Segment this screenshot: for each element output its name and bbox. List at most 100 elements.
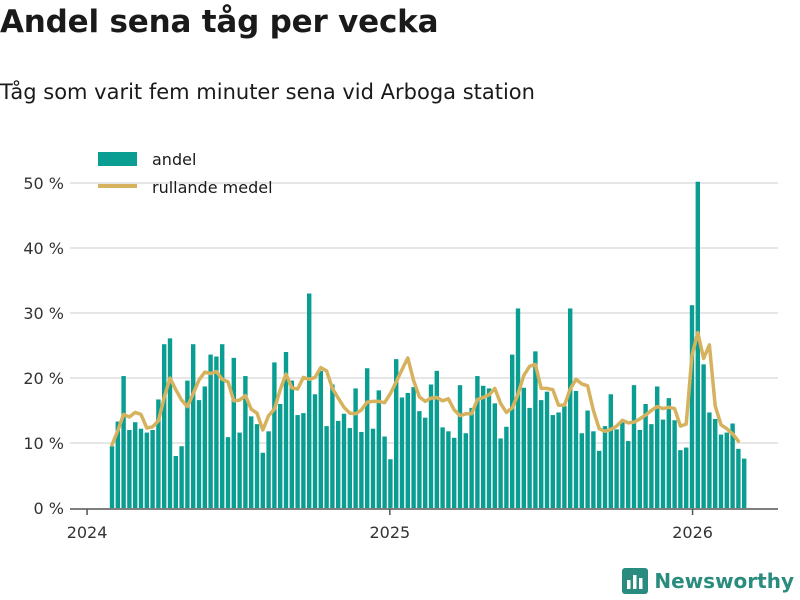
bar-andel — [440, 427, 445, 508]
bar-andel — [666, 398, 671, 508]
bar-andel — [347, 428, 352, 508]
bar-andel — [376, 390, 381, 508]
bar-andel — [196, 400, 202, 508]
bar-andel — [527, 407, 532, 508]
bar-andel — [370, 428, 376, 508]
bar-andel — [353, 388, 358, 508]
bar-andel — [544, 391, 550, 508]
bar-andel — [597, 450, 602, 508]
x-tick-label: 2024 — [67, 523, 108, 542]
y-tick-label: 10 % — [23, 434, 64, 453]
x-tick-label: 2025 — [369, 523, 410, 542]
bar-andel — [382, 436, 387, 508]
line-series-rullande-medel — [110, 330, 741, 447]
bar-andel — [736, 448, 741, 508]
legend-label-andel: andel — [152, 150, 196, 169]
bar-andel — [399, 397, 405, 508]
bar-andel — [481, 385, 486, 508]
bar-andel — [562, 405, 567, 508]
bar-andel — [614, 429, 619, 508]
bar-andel — [127, 430, 132, 508]
bar-andel — [324, 426, 329, 508]
chart-subtitle: Tåg som varit fem minuter sena vid Arbog… — [0, 80, 535, 104]
bar-andel — [486, 388, 492, 508]
bar-andel — [365, 368, 370, 508]
bar-andel — [144, 432, 149, 508]
bar-andel — [191, 344, 196, 508]
bar-andel — [608, 394, 613, 508]
bar-andel — [701, 364, 706, 508]
y-tick-label: 20 % — [23, 369, 64, 388]
legend-label-rullande-medel: rullande medel — [152, 178, 273, 197]
bar-andel — [504, 426, 509, 508]
bar-andel — [510, 354, 515, 508]
bar-andel — [643, 404, 648, 508]
bar-andel — [579, 433, 584, 508]
bar-andel — [394, 359, 399, 508]
bar-andel — [573, 391, 579, 508]
bar-andel — [428, 384, 434, 508]
bar-andel — [260, 452, 265, 508]
bar-andel — [637, 430, 642, 508]
bar-andel — [312, 394, 318, 508]
bar-andel — [254, 424, 260, 508]
newsworthy-logo-icon — [622, 568, 649, 594]
y-tick-label: 50 % — [23, 174, 64, 193]
bar-andel — [330, 384, 335, 508]
bar-andel — [115, 421, 120, 508]
bar-andel — [533, 351, 538, 508]
bar-andel — [318, 370, 323, 508]
bar-andel — [672, 420, 677, 508]
bar-andel — [602, 426, 608, 508]
bar-andel — [742, 458, 747, 508]
bar-andel — [167, 338, 173, 508]
bar-andel — [469, 407, 474, 508]
bar-andel — [730, 423, 735, 508]
bar-andel — [539, 400, 544, 508]
bar-andel — [411, 387, 416, 508]
bar-andel — [585, 410, 590, 508]
bar-andel — [150, 430, 155, 508]
bar-andel — [655, 386, 660, 508]
bar-andel — [405, 392, 410, 508]
bar-andel — [336, 420, 341, 508]
bar-andel — [492, 403, 497, 508]
bar-andel — [295, 415, 300, 508]
x-axis-ticks: 2024 2025 2026 — [67, 509, 713, 542]
bar-andel — [185, 380, 190, 508]
bar-andel — [515, 308, 521, 508]
bar-andel — [718, 434, 724, 508]
legend: andel rullande medel — [98, 150, 273, 197]
bar-andel — [713, 418, 718, 508]
bar-andel — [684, 447, 689, 508]
y-tick-label: 0 % — [34, 499, 64, 518]
bar-andel — [707, 412, 712, 508]
legend-swatch-andel — [98, 152, 137, 166]
bar-andel — [109, 446, 115, 508]
bar-andel — [521, 387, 526, 508]
bar-andel — [289, 380, 294, 508]
x-tick-label: 2026 — [672, 523, 713, 542]
bar-andel — [220, 344, 225, 508]
bar-andel — [162, 344, 167, 508]
bar-andel — [417, 411, 422, 508]
bar-andel — [498, 438, 503, 508]
bar-andel — [283, 352, 289, 508]
bar-andel — [214, 356, 219, 508]
bar-andel — [237, 432, 242, 508]
bar-andel — [359, 431, 364, 508]
bar-andel — [121, 376, 126, 508]
grid-lines — [70, 182, 778, 444]
chart-title: Andel sena tåg per vecka — [0, 4, 439, 40]
y-tick-label: 30 % — [23, 304, 64, 323]
bar-andel — [202, 386, 207, 508]
bar-andel — [620, 420, 625, 508]
bar-andel — [463, 433, 468, 508]
bar-andel — [208, 354, 213, 508]
bar-andel — [225, 437, 231, 508]
bar-andel — [301, 413, 306, 508]
bar-andel — [556, 412, 561, 508]
bar-andel — [423, 417, 428, 508]
bar-andel — [446, 431, 451, 508]
